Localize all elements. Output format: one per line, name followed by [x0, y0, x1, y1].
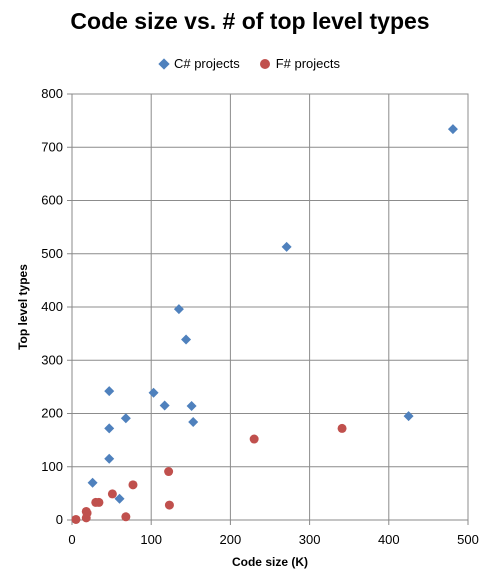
x-tick-label: 0 — [68, 532, 75, 547]
data-point-csharp — [403, 411, 414, 422]
y-tick-label: 500 — [41, 246, 63, 261]
legend-label-fsharp: F# projects — [275, 56, 341, 71]
data-point-csharp — [188, 417, 199, 428]
chart-title: Code size vs. # of top level types — [70, 8, 430, 34]
y-tick-label: 800 — [41, 86, 63, 101]
data-point-csharp — [120, 413, 131, 424]
data-point-fsharp — [107, 489, 117, 499]
x-tick-label: 100 — [140, 532, 162, 547]
y-tick-label: 200 — [41, 406, 63, 421]
data-point-fsharp — [121, 512, 131, 522]
y-tick-label: 400 — [41, 299, 63, 314]
x-tick-label: 400 — [378, 532, 400, 547]
x-tick-label: 500 — [457, 532, 479, 547]
data-point-csharp — [148, 387, 159, 398]
data-point-csharp — [104, 453, 115, 464]
x-tick-label: 200 — [220, 532, 242, 547]
data-point-fsharp — [337, 423, 347, 433]
data-point-csharp — [173, 304, 184, 315]
data-point-fsharp — [164, 467, 174, 477]
data-point-fsharp — [128, 480, 138, 490]
data-point-csharp — [104, 423, 115, 434]
data-point-csharp — [87, 477, 98, 488]
data-point-fsharp — [164, 500, 174, 510]
legend-item-fsharp: F# projects — [259, 56, 341, 71]
data-point-fsharp — [82, 508, 92, 518]
legend-label-csharp: C# projects — [173, 56, 240, 71]
data-point-fsharp — [71, 514, 81, 524]
x-axis-label: Code size (K) — [232, 555, 308, 569]
y-tick-label: 600 — [41, 193, 63, 208]
x-tick-label: 300 — [299, 532, 321, 547]
data-point-fsharp — [94, 497, 104, 507]
tick-labels: 0 100 200 300 400 500 600 700 800 0 100 200 300 400 50… — [41, 86, 479, 547]
data-point-csharp — [104, 386, 115, 397]
grid — [71, 93, 469, 521]
data-point-fsharp — [249, 434, 259, 444]
data-point-csharp — [159, 400, 170, 411]
legend-item-csharp: C# projects — [158, 56, 240, 71]
y-axis-label: Top level types — [16, 264, 30, 350]
data-points — [71, 124, 458, 524]
data-point-csharp — [114, 493, 125, 504]
data-point-csharp — [186, 401, 197, 412]
data-point-csharp — [281, 241, 292, 252]
axes — [67, 93, 469, 525]
y-tick-label: 700 — [41, 139, 63, 154]
data-point-csharp — [181, 334, 192, 345]
data-point-csharp — [447, 124, 458, 135]
circle-marker-icon — [259, 58, 270, 69]
y-tick-label: 300 — [41, 352, 63, 367]
chart-legend: C# projects F# projects — [0, 56, 500, 71]
y-tick-label: 100 — [41, 459, 63, 474]
y-tick-label: 0 — [56, 512, 63, 527]
